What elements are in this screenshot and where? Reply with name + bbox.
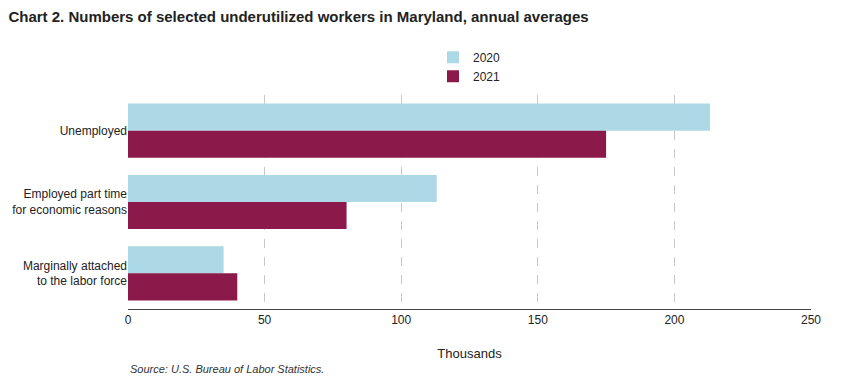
svg-text:Thousands: Thousands <box>437 346 502 361</box>
svg-text:Chart 2. Numbers of selected u: Chart 2. Numbers of selected underutiliz… <box>8 8 588 25</box>
svg-text:2021: 2021 <box>473 70 500 84</box>
svg-text:Employed part timefor economic: Employed part timefor economic reasons <box>12 187 127 217</box>
svg-text:0: 0 <box>125 313 132 327</box>
svg-text:200: 200 <box>664 313 684 327</box>
svg-text:100: 100 <box>391 313 411 327</box>
svg-text:Source: U.S. Bureau of Labor S: Source: U.S. Bureau of Labor Statistics. <box>130 363 324 375</box>
svg-text:Marginally attachedto the labo: Marginally attachedto the labor force <box>23 259 127 289</box>
svg-text:250: 250 <box>801 313 821 327</box>
svg-text:50: 50 <box>258 313 272 327</box>
svg-text:150: 150 <box>528 313 548 327</box>
svg-text:2020: 2020 <box>473 51 500 65</box>
svg-text:Unemployed: Unemployed <box>60 124 127 138</box>
